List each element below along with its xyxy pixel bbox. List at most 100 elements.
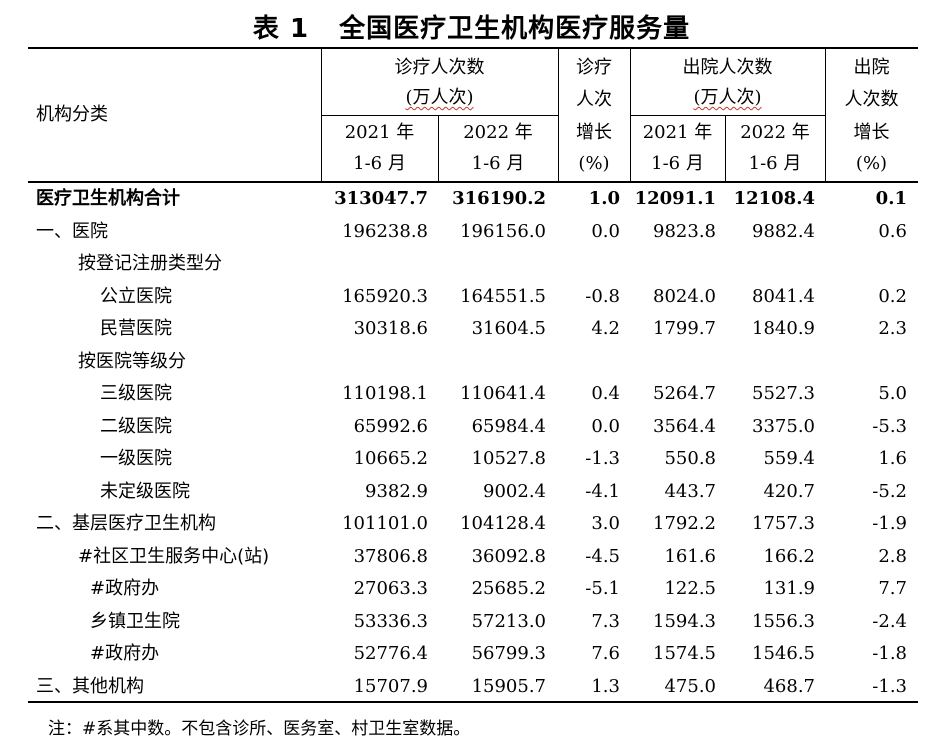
row-category: 医疗卫生机构合计: [36, 188, 180, 209]
disch-subheader-rule: [630, 115, 825, 116]
row-category: #社区卫生服务中心(站): [78, 545, 270, 567]
header-divider: [321, 48, 322, 181]
cell-d2: 8041.4: [752, 285, 815, 307]
header-divider: [438, 115, 439, 181]
row-category: 民营医院: [100, 318, 172, 339]
cell-v1: 52776.4: [353, 643, 428, 664]
cell-d2: 5527.3: [752, 383, 815, 404]
table-title-text: 全国医疗卫生机构医疗服务量: [339, 14, 691, 44]
cell-v2: 56799.3: [471, 643, 546, 664]
cell-d1: 550.8: [664, 448, 716, 469]
cell-v2: 36092.8: [471, 545, 546, 567]
row-category: 未定级医院: [100, 480, 190, 502]
cell-dg: 1.6: [878, 448, 907, 469]
header-discharges: 出院人次数: [682, 57, 773, 78]
row-category: 二级医院: [100, 415, 172, 437]
cell-v2: 65984.4: [471, 415, 546, 437]
cell-vg: 7.3: [591, 610, 620, 632]
table-number: 表 1: [252, 14, 310, 44]
cell-v2: 31604.5: [471, 318, 546, 339]
cell-d2: 559.4: [763, 448, 815, 469]
cell-dg: -2.4: [872, 610, 907, 632]
header-visits-2022-period: 1-6 月: [471, 153, 525, 174]
cell-dg: 5.0: [878, 383, 907, 404]
cell-v2: 196156.0: [460, 220, 546, 242]
cell-vg: -0.8: [585, 285, 620, 307]
header-divider: [825, 48, 826, 181]
cell-d1: 3564.4: [653, 415, 716, 437]
cell-v1: 15707.9: [353, 675, 428, 697]
cell-dg: -1.8: [872, 643, 907, 664]
row-category: 一级医院: [100, 448, 172, 469]
cell-v2: 164551.5: [460, 285, 546, 307]
cell-dg: -1.3: [872, 675, 907, 697]
header-disch-growth-l4: (%): [855, 153, 888, 174]
cell-dg: 2.8: [878, 545, 907, 567]
row-category: 一、医院: [36, 220, 108, 242]
cell-d2: 1546.5: [752, 643, 815, 664]
cell-d2: 468.7: [763, 675, 815, 697]
cell-dg: 2.3: [878, 318, 907, 339]
cell-v1: 110198.1: [342, 383, 428, 404]
cell-dg: [787, 346, 907, 378]
cell-d1: 122.5: [664, 578, 716, 599]
cell-d2: 1556.3: [752, 610, 815, 632]
cell-v2: 25685.2: [471, 578, 546, 599]
cell-v1: 10665.2: [353, 448, 428, 469]
header-disch-2021-period: 1-6 月: [651, 153, 704, 174]
cell-v1: 53336.3: [353, 610, 428, 632]
header-visits: 诊疗人次数: [394, 57, 485, 78]
cell-dg: -5.2: [872, 480, 907, 502]
header-visits-2022: 2022 年: [463, 122, 533, 143]
cell-v2: 9002.4: [483, 480, 546, 502]
row-category: 按登记注册类型分: [78, 253, 222, 274]
cell-d1: 12091.1: [634, 188, 716, 209]
header-disch-2021: 2021 年: [642, 122, 713, 143]
cell-d1: 1594.3: [653, 610, 716, 632]
cell-dg: -1.9: [872, 513, 907, 534]
cell-v1: 313047.7: [334, 188, 428, 209]
header-discharges-unit-text: (万人次): [693, 87, 762, 108]
cell-v1: 37806.8: [353, 545, 428, 567]
cell-dg: [787, 248, 907, 280]
cell-d2: 3375.0: [752, 415, 815, 437]
header-disch-2022-period: 1-6 月: [748, 153, 802, 174]
cell-v2: 316190.2: [452, 188, 546, 209]
header-visits-2021-period: 1-6 月: [353, 153, 406, 174]
cell-dg: 0.2: [878, 285, 907, 307]
cell-v1: 9382.9: [365, 480, 428, 502]
cell-vg: -4.5: [585, 545, 620, 567]
cell-vg: 7.6: [591, 643, 620, 664]
cell-v1: [308, 346, 428, 378]
row-category: 乡镇卫生院: [90, 610, 180, 632]
header-disch-growth-l1: 出院: [853, 57, 890, 78]
header-visits-growth-l2: 人次: [576, 89, 612, 110]
cell-v2: 57213.0: [471, 610, 546, 632]
row-category: 二、基层医疗卫生机构: [36, 513, 216, 534]
cell-dg: 0.6: [878, 220, 907, 242]
cell-d1: 161.6: [664, 545, 716, 567]
cell-d1: 1574.5: [653, 643, 716, 664]
cell-vg: 1.0: [588, 188, 620, 209]
header-visits-unit-text: (万人次): [405, 87, 474, 108]
header-visits-growth-l3: 增长: [576, 122, 612, 143]
table-title: 表 1 全国医疗卫生机构医疗服务量: [0, 8, 943, 45]
header-disch-2022: 2022 年: [740, 122, 810, 143]
cell-vg: 0.0: [591, 415, 620, 437]
cell-vg: 3.0: [591, 513, 620, 534]
row-category: 三、其他机构: [36, 675, 144, 697]
cell-vg: 0.4: [591, 383, 620, 404]
cell-d1: 1799.7: [653, 318, 716, 339]
cell-d2: 131.9: [763, 578, 815, 599]
cell-v2: 15905.7: [471, 675, 546, 697]
cell-v2: 110641.4: [460, 383, 546, 404]
header-divider: [630, 48, 631, 181]
cell-d2: 166.2: [763, 545, 815, 567]
row-category: 公立医院: [100, 285, 172, 307]
cell-d2: 1840.9: [752, 318, 815, 339]
cell-d2: 420.7: [763, 480, 815, 502]
cell-d2: 9882.4: [752, 220, 815, 242]
cell-vg: -1.3: [585, 448, 620, 469]
cell-v1: 27063.3: [353, 578, 428, 599]
cell-v1: 165920.3: [342, 285, 428, 307]
